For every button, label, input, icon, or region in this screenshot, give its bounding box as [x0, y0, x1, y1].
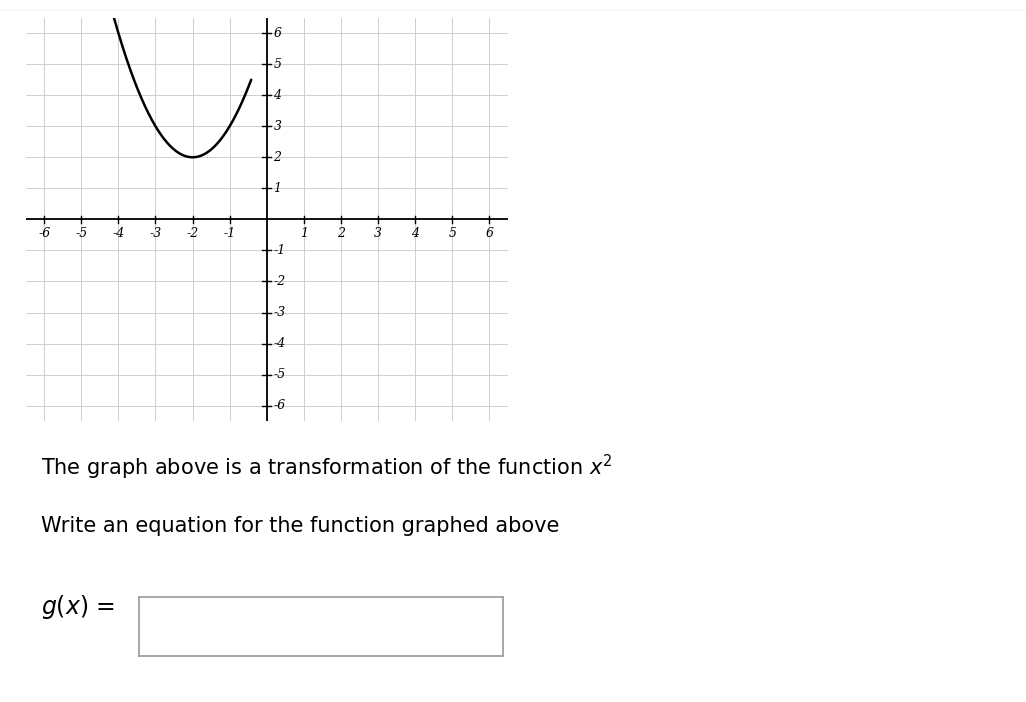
Text: -5: -5 [75, 227, 87, 240]
Text: -2: -2 [187, 227, 199, 240]
Text: Write an equation for the function graphed above: Write an equation for the function graph… [41, 516, 559, 536]
Text: 6: 6 [485, 227, 494, 240]
Text: 5: 5 [448, 227, 457, 240]
Text: -5: -5 [274, 368, 285, 381]
Text: 5: 5 [274, 58, 281, 71]
Text: -1: -1 [274, 244, 285, 257]
Text: 2: 2 [337, 227, 345, 240]
Text: $g(x)$ =: $g(x)$ = [41, 593, 115, 621]
Text: The graph above is a transformation of the function $x^2$: The graph above is a transformation of t… [41, 453, 613, 482]
Text: -4: -4 [274, 337, 285, 350]
Text: 6: 6 [274, 27, 281, 39]
Text: 4: 4 [411, 227, 420, 240]
Text: 4: 4 [274, 88, 281, 102]
Text: -6: -6 [38, 227, 50, 240]
Text: -3: -3 [274, 306, 285, 319]
Text: -3: -3 [150, 227, 162, 240]
Text: -2: -2 [274, 275, 285, 288]
Text: 1: 1 [300, 227, 308, 240]
Text: 1: 1 [274, 182, 281, 195]
Text: -1: -1 [224, 227, 236, 240]
Text: 3: 3 [274, 120, 281, 133]
Text: 3: 3 [374, 227, 382, 240]
Text: 2: 2 [274, 151, 281, 164]
Text: -6: -6 [274, 399, 285, 412]
Text: -4: -4 [112, 227, 124, 240]
